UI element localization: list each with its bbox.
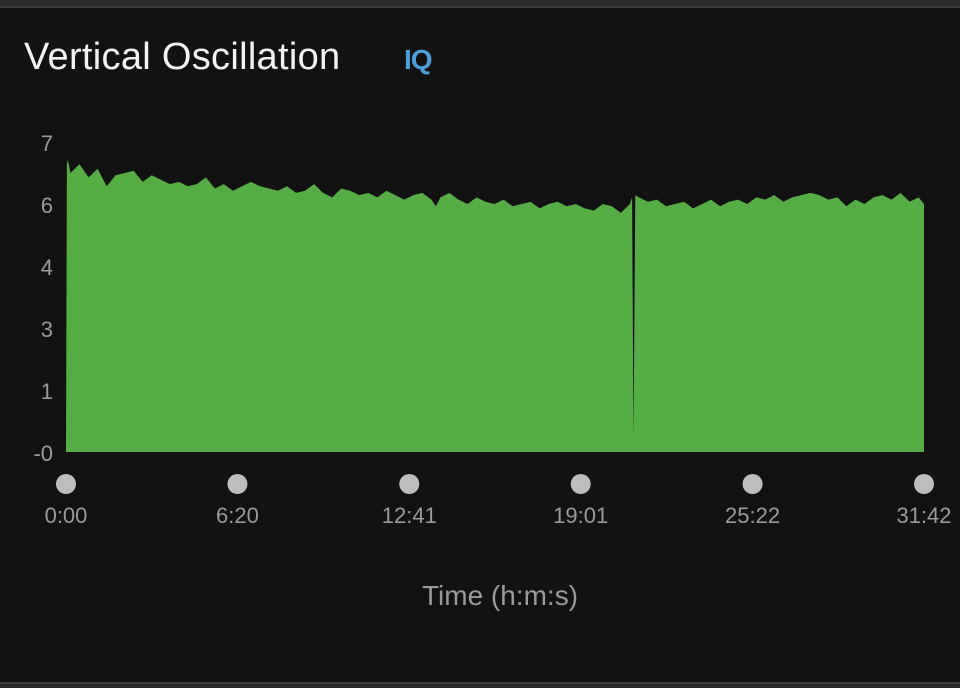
x-tick-dot [742, 474, 763, 494]
chart-title: Vertical Oscillation [24, 36, 341, 78]
y-tick-label: 4 [41, 255, 53, 280]
y-tick-label: 7 [41, 131, 53, 156]
x-tick-label: 31:42 [896, 503, 951, 528]
iq-badge-icon[interactable]: IQ [404, 44, 433, 75]
y-tick-label: -0 [33, 441, 53, 466]
x-tick-label: 25:22 [725, 503, 780, 528]
bottom-divider [0, 682, 960, 688]
x-tick-dot [399, 474, 420, 494]
x-tick-dot [56, 474, 76, 494]
x-tick-label: 12:41 [382, 503, 437, 528]
y-tick-label: 6 [41, 193, 53, 218]
x-tick-label: 0:00 [45, 503, 88, 528]
area-series-0 [66, 159, 924, 452]
x-axis-label: Time (h:m:s) [421, 580, 579, 611]
x-tick-dot [570, 474, 591, 494]
x-tick-dot [914, 474, 934, 494]
y-tick-label: 1 [41, 379, 53, 404]
y-tick-label: 3 [41, 317, 53, 342]
x-tick-label: 6:20 [216, 503, 259, 528]
x-tick-label: 19:01 [553, 503, 608, 528]
x-tick-dot [227, 474, 248, 494]
top-divider [0, 0, 960, 8]
